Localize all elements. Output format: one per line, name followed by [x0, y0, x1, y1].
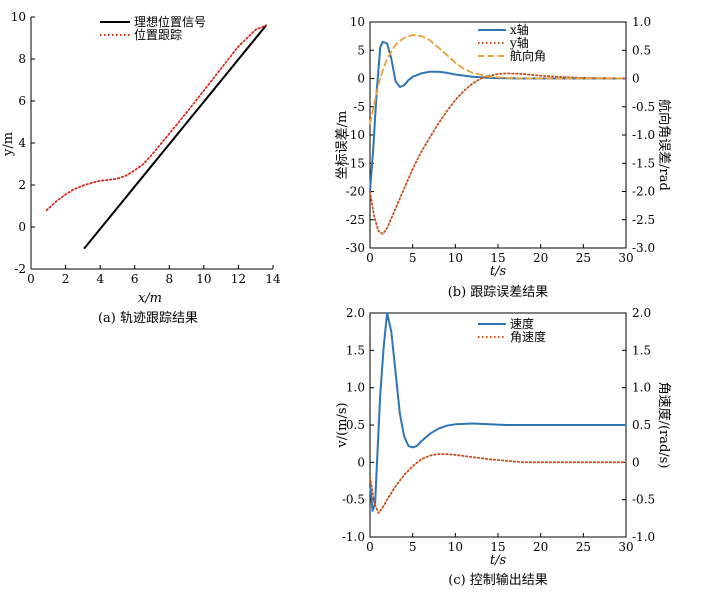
x-tick-label: 8: [165, 272, 173, 286]
x-tick-label: 30: [618, 251, 633, 265]
y-right-axis-label: 角速度/(rad/s): [656, 382, 672, 469]
y-tick-label: 10: [350, 15, 365, 29]
y-axis-label: v/(m/s): [335, 402, 350, 448]
y-tick-label: 5: [357, 43, 365, 57]
x-tick-label: 10: [196, 272, 211, 286]
y-tick-label: 0: [18, 220, 26, 234]
x-tick-label: 5: [409, 540, 417, 554]
legend-label-2: 角速度: [510, 329, 546, 344]
series-line-1: [369, 312, 627, 512]
y-tick-label: 1.5: [346, 343, 365, 357]
y-tick-label: 6: [18, 94, 26, 108]
x-tick-label: 30: [618, 540, 633, 554]
y-right-tick-label: -2.5: [632, 213, 655, 227]
y-right-tick-label: -0.5: [632, 493, 655, 507]
x-tick-label: 0: [27, 272, 35, 286]
chart-b: 0 5 10 15 20 25 30 -30 -25 -20 -15 -10 -5 0 5 10 -3.0 -2.…: [335, 15, 672, 300]
y-axis-label: 坐标误差/m: [335, 111, 350, 180]
y-right-tick-label: -1.0: [632, 128, 655, 142]
x-tick-label: 15: [490, 540, 505, 554]
y-tick-label: 10: [11, 10, 26, 24]
y-tick-label: -30: [346, 241, 365, 255]
series-line-3: [369, 34, 627, 125]
y-tick-label: -0.5: [342, 493, 365, 507]
chart-caption: (b) 跟踪误差结果: [448, 285, 549, 300]
x-tick-label: 14: [265, 272, 281, 286]
x-tick-label: 25: [576, 251, 591, 265]
chart-caption: (a) 轨迹跟踪结果: [98, 311, 198, 326]
y-tick-label: -5: [353, 100, 365, 114]
y-right-tick-label: 0: [632, 72, 640, 86]
x-tick-label: 6: [131, 272, 139, 286]
legend-label-3: 航向角: [510, 48, 546, 63]
y-right-tick-label: -3.0: [632, 241, 655, 255]
x-tick-label: 20: [533, 251, 548, 265]
y-right-tick-label: 1.0: [632, 381, 651, 395]
y-right-tick-label: -1.0: [632, 530, 655, 544]
y-tick-label: 1.0: [346, 381, 365, 395]
series-line-1: [369, 40, 627, 193]
x-tick-label: 5: [409, 251, 417, 265]
x-tick-label: 10: [448, 540, 463, 554]
series-line-2: [369, 453, 627, 514]
y-right-tick-label: -1.5: [632, 156, 655, 170]
y-right-tick-label: 2.0: [632, 306, 651, 320]
y-tick-label: 0: [357, 455, 365, 469]
y-right-tick-label: 1.5: [632, 343, 651, 357]
y-tick-label: 8: [18, 52, 26, 66]
x-axis-label: t/s: [490, 553, 507, 568]
y-axis-label: y/m: [1, 132, 16, 157]
chart-c: 0 5 10 15 20 25 30-1.0-0.500.51.01.52.0-1.0-0.…: [335, 306, 672, 588]
x-tick-label: 12: [231, 272, 246, 286]
y-tick-label: 2.0: [346, 306, 365, 320]
y-tick-label: -10: [346, 128, 365, 142]
legend-label-2: y轴: [509, 35, 529, 50]
y-right-tick-label: -0.5: [632, 100, 655, 114]
y-tick-label: 2: [18, 178, 26, 192]
legend-label-1: 理想位置信号: [134, 14, 206, 29]
series-line-1: [83, 24, 268, 249]
legend-label-1: 速度: [510, 316, 534, 331]
x-tick-label: 4: [96, 272, 104, 286]
x-axis-label: x/m: [138, 291, 162, 306]
x-tick-label: 10: [448, 251, 463, 265]
series-line-2: [45, 24, 268, 212]
y-tick-label: -20: [346, 185, 365, 199]
y-tick-label: 0.5: [346, 418, 365, 432]
y-right-tick-label: 0: [632, 455, 640, 469]
legend-label-2: 位置跟踪: [134, 27, 182, 42]
y-tick-label: -15: [346, 156, 365, 170]
x-tick-label: 0: [366, 251, 374, 265]
y-right-tick-label: -2.0: [632, 185, 655, 199]
y-tick-label: -25: [346, 213, 365, 227]
x-tick-label: 0: [366, 540, 374, 554]
y-right-tick-label: 0.5: [632, 418, 651, 432]
y-tick-label: 4: [18, 136, 26, 150]
x-axis-label: t/s: [490, 264, 507, 279]
x-tick-label: 20: [533, 540, 548, 554]
x-tick-label: 25: [576, 540, 591, 554]
chart-caption: (c) 控制输出结果: [448, 572, 548, 588]
y-right-tick-label: 0.5: [632, 43, 651, 57]
y-tick-label: -1.0: [342, 530, 365, 544]
legend-label-1: x轴: [510, 22, 529, 37]
x-tick-label: 15: [490, 251, 505, 265]
series-line-2: [369, 72, 627, 235]
y-right-axis-label: 航向角误差/rad: [656, 99, 672, 191]
y-tick-label: -2: [14, 262, 26, 276]
x-tick-label: 2: [62, 272, 70, 286]
y-right-tick-label: 1.0: [632, 15, 651, 29]
y-tick-label: 0: [357, 72, 365, 86]
